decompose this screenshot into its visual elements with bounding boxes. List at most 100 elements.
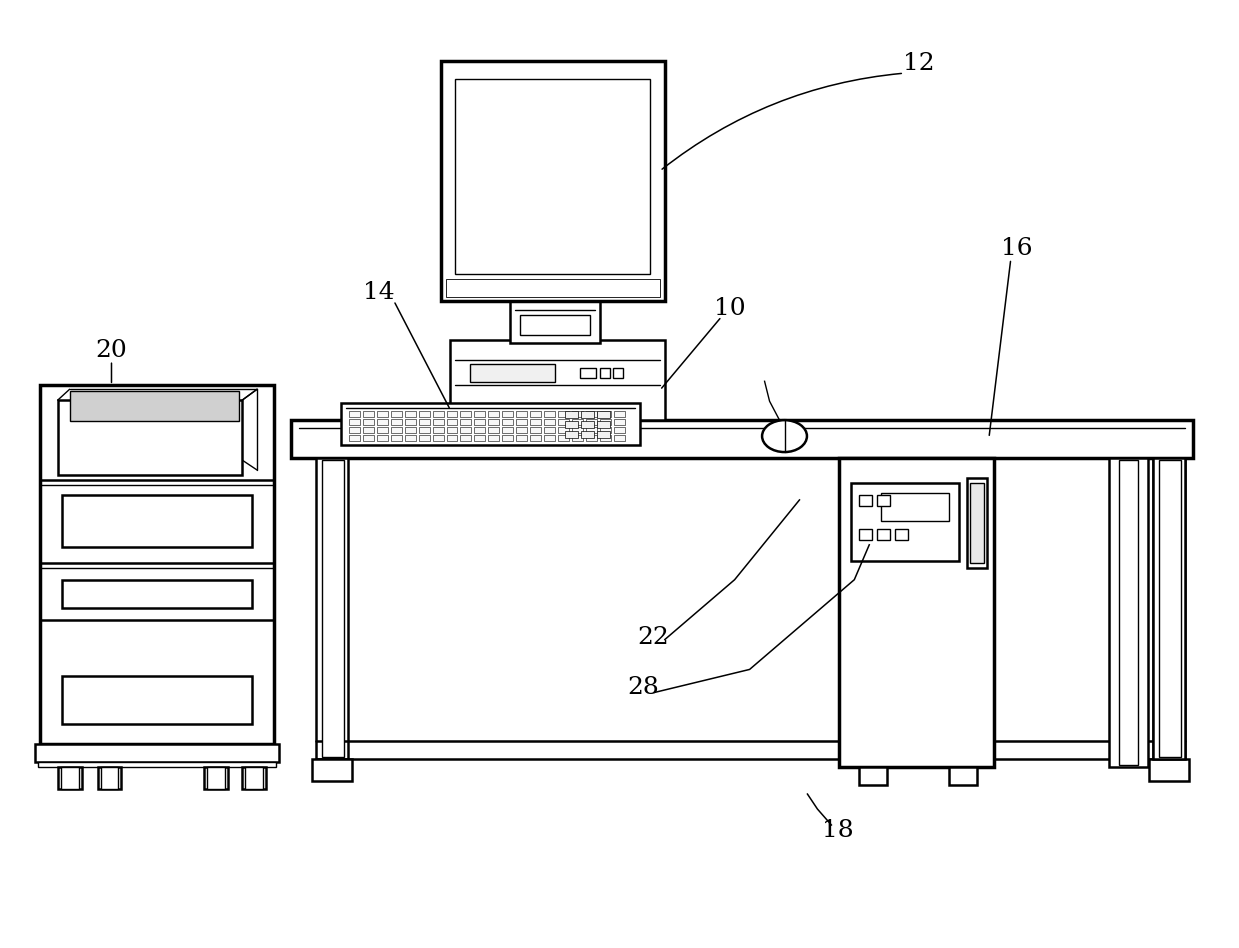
Bar (600, 428, 611, 433)
Bar (877, 529, 890, 539)
Bar (860, 529, 872, 539)
Bar (100, 767, 119, 789)
Bar (600, 411, 611, 417)
Bar (502, 419, 513, 425)
Bar (488, 419, 499, 425)
Text: 20: 20 (95, 338, 128, 362)
Bar (544, 428, 555, 433)
Bar (530, 419, 541, 425)
Bar (1160, 460, 1181, 757)
Bar (559, 411, 569, 417)
Bar (456, 80, 650, 274)
Bar (1150, 759, 1189, 781)
Bar (204, 767, 228, 789)
Bar (565, 411, 579, 418)
Bar (1154, 458, 1186, 759)
Bar (405, 435, 415, 441)
Bar (446, 279, 660, 297)
Bar (40, 385, 274, 744)
Bar (35, 744, 279, 762)
Bar (502, 428, 513, 433)
Bar (69, 392, 239, 421)
Bar (363, 419, 374, 425)
Bar (839, 458, 994, 767)
Bar (377, 411, 388, 417)
Bar (363, 428, 374, 433)
Bar (580, 369, 596, 378)
Bar (520, 316, 590, 336)
Bar (446, 411, 457, 417)
Bar (502, 435, 513, 441)
Bar (419, 428, 430, 433)
Bar (586, 435, 597, 441)
Bar (544, 435, 555, 441)
Bar (615, 411, 624, 417)
Bar (461, 428, 471, 433)
Bar (613, 369, 623, 378)
Text: 10: 10 (714, 297, 746, 320)
Bar (61, 767, 78, 789)
Bar (419, 419, 430, 425)
Bar (572, 428, 584, 433)
Bar (461, 411, 471, 417)
Bar (58, 767, 82, 789)
Bar (615, 419, 624, 425)
Bar (390, 419, 401, 425)
Bar (432, 435, 444, 441)
Bar (600, 369, 610, 378)
Bar (597, 411, 610, 418)
Bar (432, 419, 444, 425)
Bar (896, 529, 908, 539)
Bar (572, 411, 584, 417)
Bar (615, 435, 624, 441)
Bar (530, 435, 541, 441)
Bar (581, 421, 593, 428)
Bar (517, 419, 528, 425)
Bar (446, 419, 457, 425)
Bar (245, 767, 263, 789)
Bar (544, 411, 555, 417)
Bar (405, 411, 415, 417)
Bar (390, 428, 401, 433)
Bar (970, 483, 984, 563)
Bar (441, 62, 665, 301)
Bar (475, 411, 486, 417)
Text: 28: 28 (627, 676, 659, 699)
Bar (565, 431, 579, 438)
Bar (377, 419, 388, 425)
Bar (316, 458, 348, 759)
Bar (363, 411, 374, 417)
Bar (502, 411, 513, 417)
Bar (349, 419, 359, 425)
Bar (291, 420, 1193, 458)
Bar (349, 428, 359, 433)
Bar (390, 411, 401, 417)
Bar (446, 428, 457, 433)
Bar (475, 435, 486, 441)
Bar (98, 767, 121, 789)
Bar (581, 431, 593, 438)
Bar (405, 419, 415, 425)
Bar (860, 767, 887, 785)
Bar (37, 762, 276, 767)
Text: 22: 22 (637, 626, 669, 649)
Bar (341, 403, 639, 445)
Bar (559, 435, 569, 441)
Bar (597, 431, 610, 438)
Bar (877, 495, 890, 506)
Bar (586, 428, 597, 433)
Text: 12: 12 (903, 52, 935, 75)
Bar (517, 435, 528, 441)
Bar (881, 493, 949, 520)
Bar (600, 419, 611, 425)
Bar (475, 428, 486, 433)
Bar (517, 411, 528, 417)
Bar (544, 419, 555, 425)
Bar (62, 579, 252, 608)
Bar (58, 400, 242, 475)
Bar (363, 435, 374, 441)
Bar (600, 435, 611, 441)
Bar (615, 428, 624, 433)
Bar (586, 419, 597, 425)
Bar (312, 759, 352, 781)
